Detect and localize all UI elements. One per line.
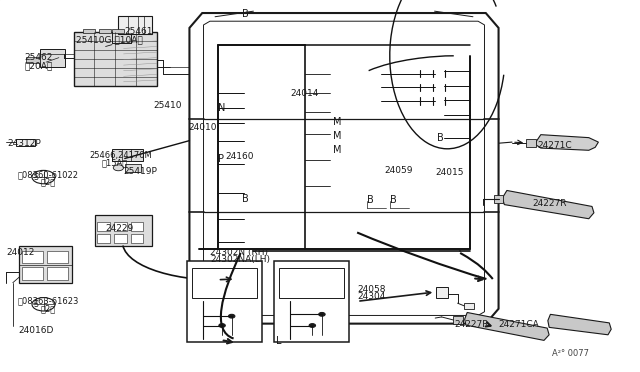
Bar <box>112 29 124 33</box>
Text: 〜2〜: 〜2〜 <box>40 178 56 187</box>
Circle shape <box>32 298 55 311</box>
Bar <box>97 222 110 231</box>
Bar <box>40 49 65 67</box>
Bar <box>97 234 110 243</box>
Text: 24227R: 24227R <box>454 320 489 329</box>
Text: 24015: 24015 <box>435 169 464 177</box>
Bar <box>453 316 463 324</box>
Text: 25419P: 25419P <box>123 167 157 176</box>
Text: 24160: 24160 <box>225 153 254 161</box>
Text: B: B <box>437 133 444 142</box>
Text: 24312P: 24312P <box>8 139 42 148</box>
Text: M: M <box>333 117 341 127</box>
Polygon shape <box>536 135 598 150</box>
Bar <box>192 268 257 298</box>
Circle shape <box>219 324 225 327</box>
Circle shape <box>32 170 55 184</box>
Text: 24229: 24229 <box>106 224 134 233</box>
Circle shape <box>228 314 235 318</box>
Circle shape <box>113 165 124 171</box>
Text: A²° 0077: A²° 0077 <box>552 349 589 358</box>
Text: 25410: 25410 <box>154 101 182 110</box>
Bar <box>16 139 35 146</box>
Text: 【20A】: 【20A】 <box>24 61 52 70</box>
Text: N: N <box>218 103 225 113</box>
Bar <box>494 195 503 203</box>
Bar <box>125 164 141 172</box>
Bar <box>274 261 349 342</box>
Bar <box>526 139 536 147</box>
Text: 24012: 24012 <box>6 248 35 257</box>
Text: L: L <box>276 337 282 346</box>
Text: 24014: 24014 <box>290 89 318 98</box>
Text: 25410G 【10A】: 25410G 【10A】 <box>76 35 142 44</box>
Text: 24059: 24059 <box>384 166 413 174</box>
Text: P: P <box>218 154 223 164</box>
Text: M: M <box>333 131 341 141</box>
Text: 25466,24170M: 25466,24170M <box>90 151 152 160</box>
Bar <box>464 303 474 309</box>
Text: 24271CA: 24271CA <box>498 320 539 329</box>
Bar <box>22 251 43 263</box>
Polygon shape <box>465 312 549 340</box>
Text: 【15A】: 【15A】 <box>101 159 127 168</box>
Text: 24010: 24010 <box>188 123 217 132</box>
Bar <box>26 57 40 63</box>
Text: 24058: 24058 <box>357 285 386 294</box>
Text: 24304: 24304 <box>357 292 385 301</box>
Text: 24302N (RH): 24302N (RH) <box>210 248 268 257</box>
Bar <box>19 246 72 283</box>
Bar <box>95 215 152 246</box>
Polygon shape <box>502 190 594 219</box>
Text: 25462: 25462 <box>24 53 52 62</box>
Text: 24016D: 24016D <box>18 326 53 335</box>
Bar <box>279 268 344 298</box>
Text: Ⓝ08360-61022: Ⓝ08360-61022 <box>18 170 79 179</box>
Text: S: S <box>33 173 38 182</box>
Text: Ⓝ08363-61623: Ⓝ08363-61623 <box>18 297 79 306</box>
Polygon shape <box>189 13 499 324</box>
Bar <box>22 267 43 280</box>
Polygon shape <box>548 314 611 335</box>
Bar <box>187 261 262 342</box>
Text: M: M <box>333 145 341 154</box>
Text: 24302NA(LH): 24302NA(LH) <box>210 255 270 264</box>
Bar <box>118 16 152 34</box>
Text: 24227R: 24227R <box>532 199 567 208</box>
Text: 〜2〜: 〜2〜 <box>40 304 56 313</box>
Text: B: B <box>390 195 397 205</box>
Bar <box>47 267 68 280</box>
Text: 24271C: 24271C <box>538 141 572 150</box>
Text: B: B <box>242 194 249 204</box>
Bar <box>131 222 143 231</box>
Text: S: S <box>33 300 38 309</box>
Circle shape <box>319 312 325 316</box>
Circle shape <box>309 324 316 327</box>
Text: B: B <box>367 195 374 205</box>
Bar <box>112 149 143 161</box>
Bar <box>83 29 95 33</box>
Bar <box>74 32 157 86</box>
Bar <box>114 234 127 243</box>
Bar <box>47 251 68 263</box>
Text: 25461: 25461 <box>125 27 154 36</box>
Bar <box>114 222 127 231</box>
Bar <box>99 29 111 33</box>
Bar <box>131 234 143 243</box>
Text: B: B <box>242 9 249 19</box>
Bar <box>436 287 448 298</box>
